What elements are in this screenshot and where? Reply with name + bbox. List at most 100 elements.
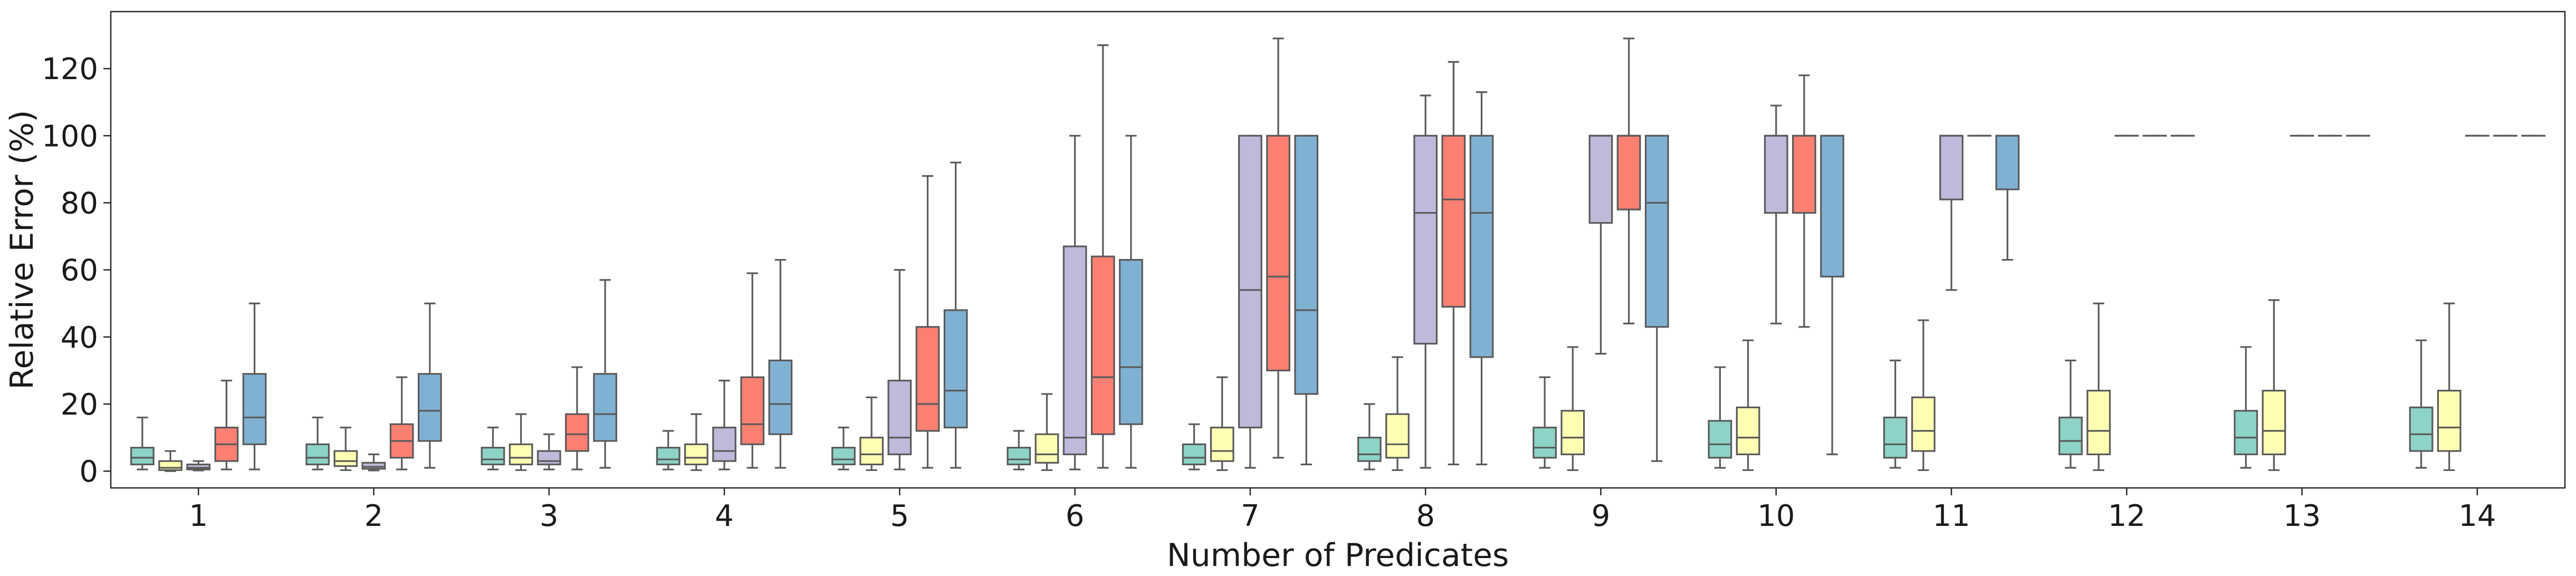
box-3-7 [1267,39,1290,458]
box-body [1442,136,1465,306]
box-4-1 [243,303,266,469]
box-1-2 [334,428,357,471]
box-2-5 [888,270,911,469]
box-body [713,428,736,462]
box-1-12 [2087,303,2110,470]
box-2-11 [1940,136,1963,290]
box-body [769,360,792,434]
plot-frame [111,12,2565,488]
box-4-9 [1645,136,1668,461]
box-3-6 [1091,45,1114,468]
box-0-9 [1534,377,1556,468]
x-tick-label: 8 [1416,499,1435,533]
box-body [916,327,939,431]
box-body [1617,136,1640,209]
box-body [362,463,385,468]
box-1-6 [1036,394,1058,470]
boxes-layer [131,39,2545,471]
x-tick-label: 1 [189,499,208,533]
box-0-12 [2060,360,2082,467]
box-body [1562,411,1584,455]
x-tick-label: 3 [540,499,559,533]
x-tick-label: 5 [890,499,909,533]
box-2-7 [1239,136,1262,468]
box-2-9 [1589,136,1612,353]
box-0-7 [1183,424,1205,469]
box-body [685,444,708,464]
box-1-5 [860,397,883,470]
box-4-7 [1295,136,1318,464]
box-body [1120,260,1143,425]
box-body [1358,438,1381,462]
box-0-5 [832,428,855,469]
box-0-3 [482,428,504,469]
box-0-2 [307,417,329,469]
box-0-11 [1884,360,1907,467]
box-body [1091,256,1114,434]
box-body [1645,136,1668,327]
box-body [1737,407,1759,454]
box-body [307,444,329,464]
box-0-4 [657,431,679,469]
box-0-8 [1358,404,1381,469]
box-4-5 [944,162,967,468]
box-2-10 [1765,105,1787,323]
x-tick-label: 2 [365,499,384,533]
box-3-3 [566,367,589,469]
box-0-14 [2410,340,2433,468]
box-1-8 [1386,357,1409,470]
box-body [566,414,589,451]
y-tick-label: 40 [61,321,98,355]
box-3-5 [916,176,939,468]
box-body [741,377,764,444]
box-2-6 [1064,136,1086,469]
box-body [832,448,855,465]
y-tick-label: 20 [61,388,98,422]
x-tick-label: 9 [1592,499,1611,533]
box-body [1940,136,1963,199]
x-tick-label: 11 [1932,499,1970,533]
box-4-8 [1470,92,1493,465]
box-1-4 [685,414,708,470]
box-1-7 [1211,377,1233,470]
box-0-6 [1008,431,1030,469]
box-body [243,374,266,445]
box-body [1386,414,1409,458]
box-0-1 [131,417,154,469]
box-2-8 [1414,95,1437,468]
box-body [2087,391,2110,455]
box-body [510,444,532,464]
box-3-9 [1617,39,1640,324]
box-1-9 [1562,347,1584,470]
box-body [1884,417,1907,457]
box-body [1267,136,1290,370]
box-body [1414,136,1437,343]
box-4-10 [1821,136,1844,454]
box-2-3 [538,434,560,469]
box-body [1996,136,2019,189]
box-4-6 [1120,136,1143,468]
y-tick-label: 60 [61,254,98,288]
box-4-11 [1996,136,2019,260]
box-3-10 [1793,75,1816,327]
box-body [159,461,182,470]
box-body [1295,136,1318,394]
box-body [860,438,883,465]
box-body [944,310,967,428]
box-3-8 [1442,62,1465,464]
box-body [1589,136,1612,223]
box-body [2235,411,2257,455]
x-tick-label: 10 [1757,499,1795,533]
box-body [538,451,560,464]
x-axis-label: Number of Predicates [1167,537,1509,574]
box-body [2410,407,2433,451]
box-body [418,374,441,441]
x-tick-label: 12 [2108,499,2146,533]
box-1-11 [1912,320,1935,470]
box-4-3 [594,280,617,468]
box-2-4 [713,381,736,470]
box-1-1 [159,451,182,471]
box-body [2438,391,2460,451]
